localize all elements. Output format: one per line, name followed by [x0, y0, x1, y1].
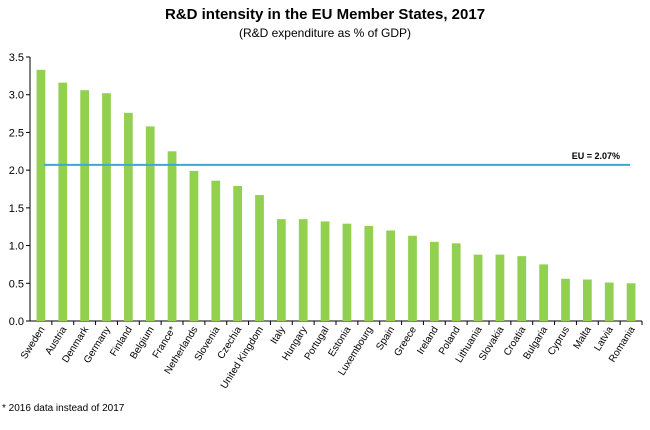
bar — [517, 256, 527, 321]
y-tick-label: 0.5 — [9, 278, 24, 290]
bar — [408, 235, 417, 321]
footnote: * 2016 data instead of 2017 — [2, 403, 125, 414]
y-tick-label: 2.5 — [9, 127, 24, 139]
bar — [123, 112, 133, 322]
category-label: Italy — [269, 325, 288, 346]
bar — [233, 185, 243, 321]
y-tick-label: 1.5 — [9, 203, 24, 215]
bar — [342, 223, 352, 321]
bar — [298, 219, 308, 321]
bar — [604, 282, 614, 321]
eu-average-label: EU = 2.07% — [572, 151, 620, 161]
bar — [145, 126, 155, 321]
y-tick-label: 0.0 — [9, 316, 24, 328]
bar — [364, 225, 374, 321]
y-tick-label: 1.0 — [9, 241, 24, 253]
category-label: Spain — [374, 325, 397, 353]
bar — [495, 254, 505, 321]
bar — [320, 221, 330, 321]
chart-subtitle: (R&D expenditure as % of GDP) — [238, 26, 412, 40]
bar — [80, 90, 90, 321]
category-label: Malta — [572, 324, 595, 351]
bar — [386, 230, 396, 321]
bar — [429, 241, 439, 321]
bar — [255, 195, 264, 321]
chart-title: R&D intensity in the EU Member States, 2… — [164, 6, 486, 23]
y-tick-label: 2.0 — [9, 165, 24, 177]
category-label: Greece — [392, 324, 419, 358]
bar — [582, 279, 592, 321]
bar — [102, 93, 111, 321]
bar-chart: 0.00.51.01.52.02.53.03.5SwedenAustriaDen… — [9, 52, 643, 391]
bar — [36, 69, 46, 321]
bar — [451, 243, 461, 321]
bar — [626, 283, 636, 321]
bar — [473, 254, 483, 321]
y-tick-label: 3.5 — [9, 52, 24, 64]
bar — [167, 151, 177, 321]
category-label: Sweden — [19, 325, 47, 361]
bar — [58, 82, 68, 321]
bar — [561, 278, 570, 321]
bar — [276, 219, 286, 321]
bar — [189, 170, 199, 321]
category-label: Cyprus — [546, 325, 572, 358]
bar — [539, 264, 549, 321]
y-tick-label: 3.0 — [9, 90, 24, 102]
bar — [211, 180, 221, 321]
